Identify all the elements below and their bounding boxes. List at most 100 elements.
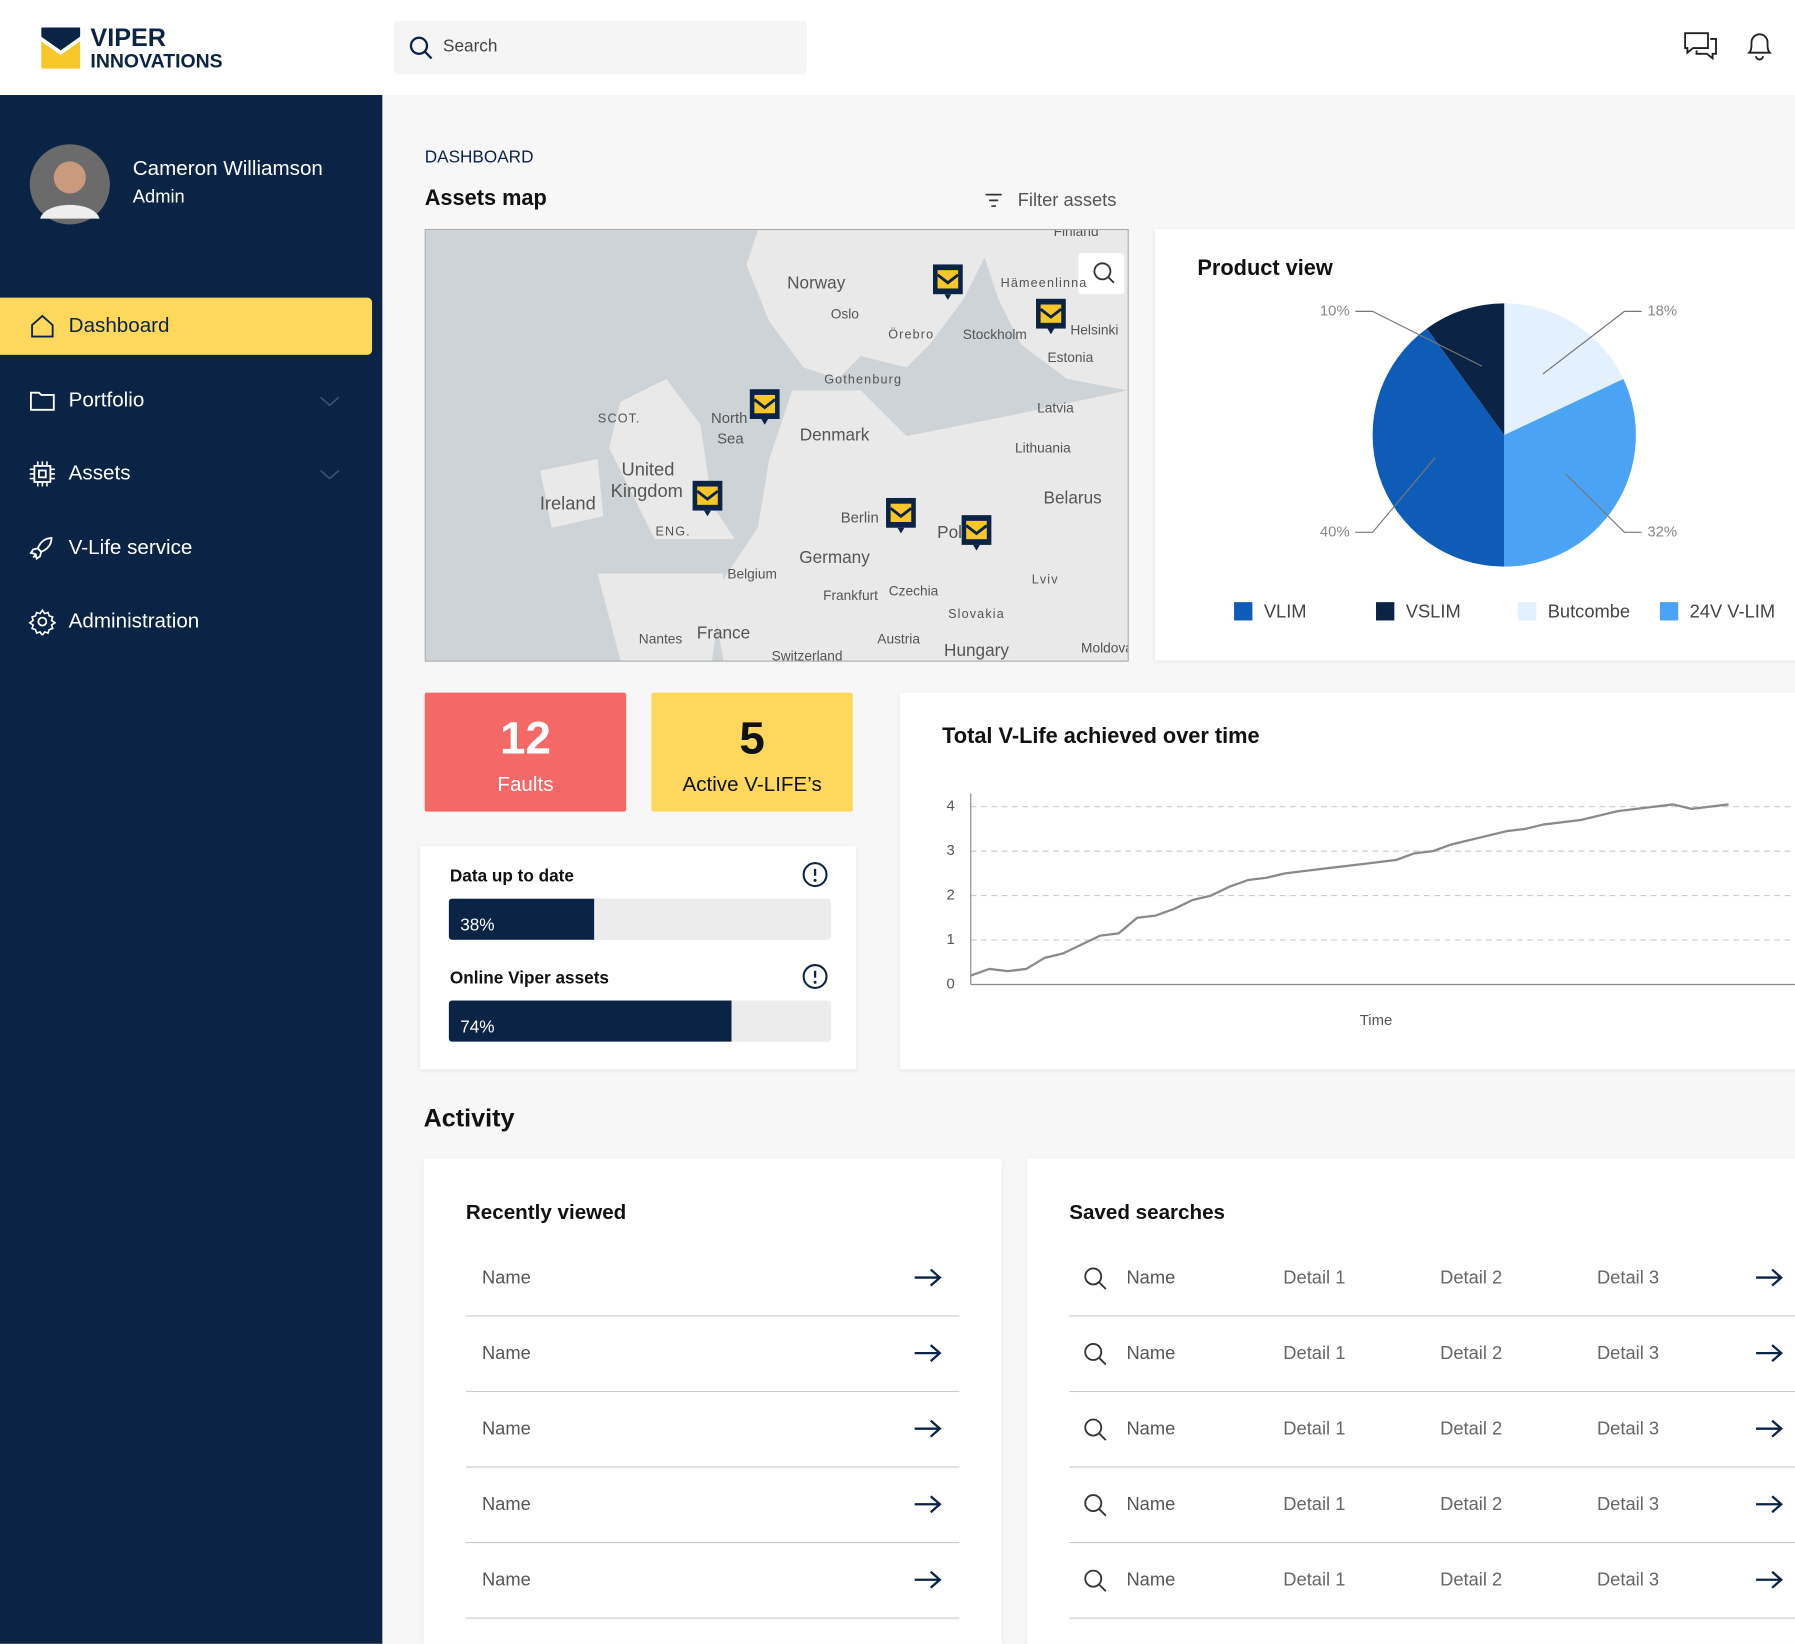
- map-label: Slovakia: [948, 607, 1005, 621]
- pie-slice: [1504, 378, 1636, 567]
- row-detail: Detail 3: [1596, 1495, 1660, 1515]
- row-detail: Detail 2: [1440, 1268, 1503, 1288]
- nav-item[interactable]: Assets: [0, 445, 372, 502]
- line-chart-card: Total V-Life achieved over time 0 1 2 3 4 Time: [899, 692, 1795, 1070]
- nav-item[interactable]: Portfolio: [0, 371, 372, 428]
- arrow-icon[interactable]: [912, 1339, 944, 1366]
- arrow-icon[interactable]: [912, 1264, 944, 1291]
- row-detail: Detail 1: [1283, 1268, 1346, 1288]
- map-label: Oslo: [831, 306, 860, 321]
- row-divider: [1069, 1466, 1795, 1468]
- map-label: Belgium: [727, 566, 777, 581]
- bell-icon[interactable]: [1742, 30, 1776, 64]
- arrow-icon[interactable]: [1754, 1415, 1786, 1442]
- arrow-icon[interactable]: [912, 1490, 944, 1517]
- arrow-icon[interactable]: [1754, 1490, 1786, 1517]
- nav-label: Portfolio: [68, 387, 145, 411]
- row-name[interactable]: Name: [481, 1419, 531, 1439]
- arrow-icon[interactable]: [1754, 1566, 1786, 1593]
- map-label: ENG.: [655, 525, 690, 539]
- asset-marker[interactable]: [932, 264, 963, 300]
- row-name[interactable]: Name: [1126, 1268, 1176, 1288]
- pie-label: 40%: [1320, 524, 1350, 540]
- nav-icon: [31, 314, 54, 338]
- map-label: Stockholm: [963, 327, 1027, 342]
- map-label: Berlin: [841, 511, 879, 527]
- nav-label: Administration: [68, 609, 200, 632]
- progress-track: 38%: [448, 898, 832, 940]
- progress-track: 74%: [448, 1000, 832, 1042]
- row-name[interactable]: Name: [481, 1570, 531, 1591]
- progress-value: 38%: [460, 915, 495, 936]
- chat-icon[interactable]: [1683, 30, 1720, 64]
- row-detail: Detail 1: [1283, 1343, 1346, 1364]
- map-label: Switzerland: [772, 649, 843, 662]
- pie-label: 32%: [1647, 524, 1677, 540]
- search-box[interactable]: Search: [393, 20, 808, 75]
- asset-marker[interactable]: [749, 389, 780, 425]
- progress-label: Online Viper assets: [449, 968, 609, 988]
- info-icon[interactable]: [801, 861, 828, 888]
- y-tick-label: 2: [946, 888, 954, 904]
- y-tick-label: 4: [946, 799, 954, 815]
- chevron: [320, 396, 340, 406]
- map-label: Denmark: [800, 425, 870, 445]
- pie-chart: Product view 18% 32% 40% 10% VLIM VSLIM Butcomb…: [1197, 255, 1775, 622]
- asset-marker[interactable]: [886, 497, 916, 534]
- row-name[interactable]: Name: [481, 1268, 531, 1288]
- row-name[interactable]: Name: [1126, 1343, 1176, 1364]
- info-icon[interactable]: [801, 963, 828, 990]
- row-name[interactable]: Name: [481, 1495, 531, 1515]
- arrow-icon[interactable]: [1754, 1339, 1786, 1366]
- map-label: Belarus: [1044, 488, 1102, 508]
- stat-value: 12: [499, 713, 551, 764]
- arrow-icon[interactable]: [912, 1415, 944, 1442]
- pie-slice: [1372, 328, 1505, 567]
- row-divider: [1069, 1390, 1795, 1393]
- legend-swatch: [1376, 602, 1395, 621]
- progress-card: Data up to date 38% Online Viper assets 74%: [420, 845, 857, 1070]
- legend-label: VLIM: [1264, 600, 1307, 621]
- filter-assets[interactable]: Filter assets: [1017, 191, 1117, 211]
- stat-label: Faults: [497, 772, 554, 796]
- stat-card: 12 Faults: [424, 692, 627, 812]
- legend-label: Butcombe: [1548, 600, 1630, 621]
- avatar: [29, 144, 110, 225]
- map-label: Austria: [877, 632, 920, 647]
- search-icon: [1084, 1494, 1107, 1517]
- map-label: Germany: [799, 547, 870, 567]
- map-label: Finland: [1054, 229, 1099, 239]
- nav-item[interactable]: V-Life service: [0, 519, 372, 576]
- asset-marker[interactable]: [961, 515, 992, 551]
- map-label: Gothenburg: [824, 372, 902, 386]
- row-divider: [1069, 1542, 1795, 1544]
- row-divider: [465, 1390, 960, 1393]
- nav-item[interactable]: Administration: [0, 593, 372, 650]
- leader-line: [1355, 310, 1483, 367]
- row-divider: [465, 1542, 960, 1544]
- row-detail: Detail 2: [1440, 1495, 1503, 1515]
- arrow-icon[interactable]: [1754, 1264, 1786, 1291]
- map-label: SCOT.: [598, 411, 641, 425]
- progress-value: 74%: [460, 1017, 495, 1038]
- asset-marker[interactable]: [1036, 298, 1066, 335]
- nav-icon: [28, 608, 57, 636]
- map[interactable]: Finland Norway Oslo Örebro Stockholm Hämeenli…: [424, 228, 1129, 662]
- arrow-icon[interactable]: [912, 1566, 944, 1593]
- logo-text: INNOVATIONS: [90, 51, 222, 73]
- row-detail: Detail 1: [1283, 1570, 1346, 1591]
- asset-marker[interactable]: [692, 480, 723, 517]
- map-label: Kingdom: [611, 480, 683, 501]
- row-name[interactable]: Name: [1126, 1419, 1176, 1439]
- stat-card: 5 Active V-LIFE’s: [651, 692, 853, 812]
- progress-fill: [448, 898, 595, 940]
- pie-label: 18%: [1647, 303, 1677, 319]
- row-name[interactable]: Name: [1126, 1570, 1176, 1591]
- search-placeholder: Search: [443, 36, 498, 57]
- nav-icon: [29, 461, 55, 487]
- nav-item[interactable]: Dashboard: [0, 297, 373, 355]
- row-name[interactable]: Name: [1126, 1495, 1176, 1515]
- filter-icon[interactable]: [982, 191, 1005, 209]
- row-name[interactable]: Name: [481, 1343, 531, 1364]
